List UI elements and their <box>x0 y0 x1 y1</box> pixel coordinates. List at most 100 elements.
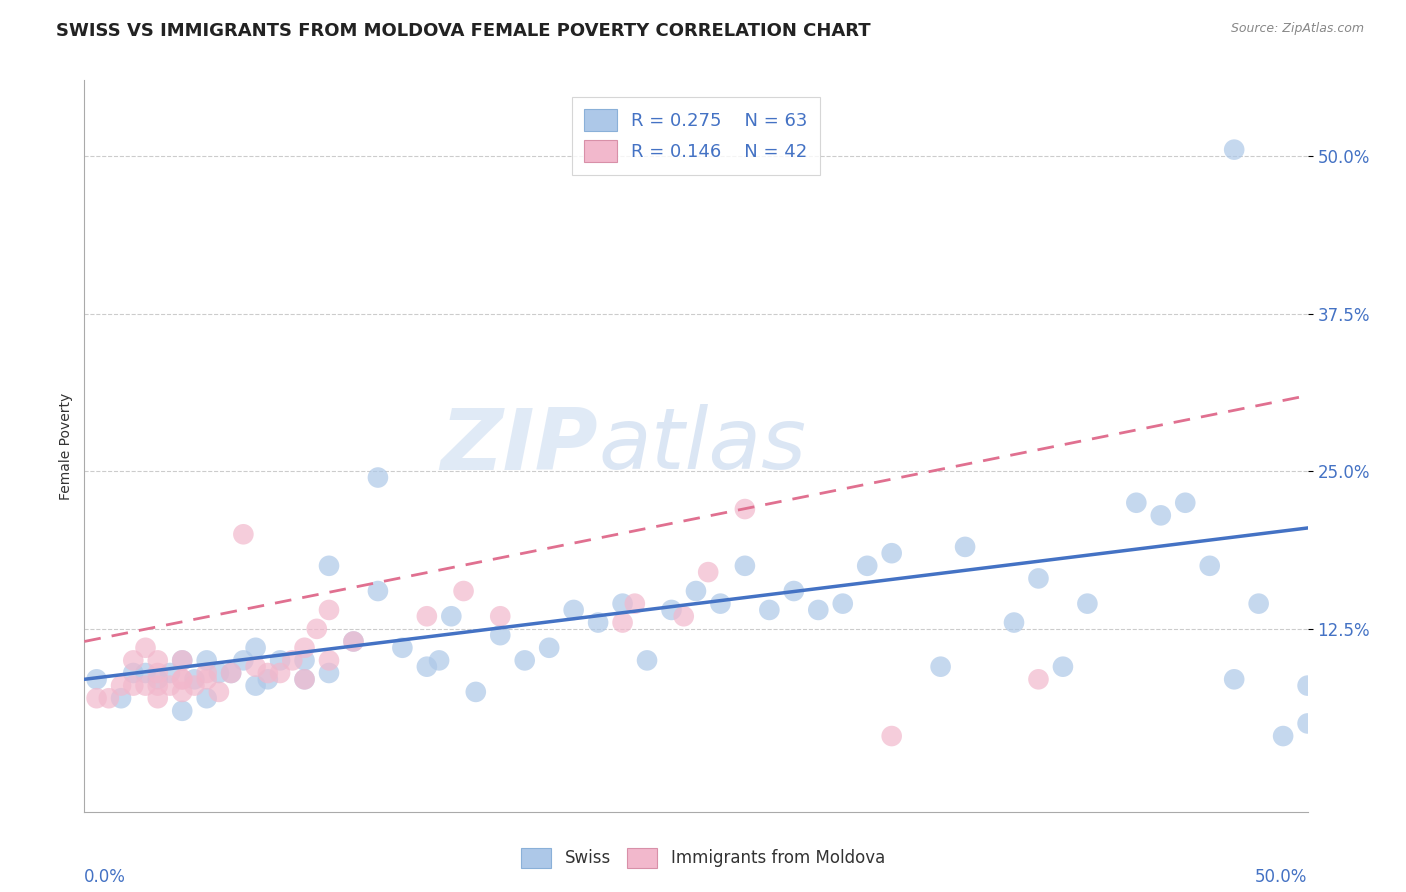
Point <box>672 609 695 624</box>
Point <box>1076 597 1098 611</box>
Point <box>122 679 145 693</box>
Point <box>86 673 108 687</box>
Point <box>1223 143 1246 157</box>
Point <box>427 653 450 667</box>
Point <box>269 653 291 667</box>
Point <box>110 679 132 693</box>
Point <box>219 665 242 680</box>
Point <box>146 679 169 693</box>
Point <box>929 659 952 673</box>
Text: SWISS VS IMMIGRANTS FROM MOLDOVA FEMALE POVERTY CORRELATION CHART: SWISS VS IMMIGRANTS FROM MOLDOVA FEMALE … <box>56 22 870 40</box>
Point <box>294 673 316 687</box>
Point <box>734 558 756 573</box>
Point <box>1223 673 1246 687</box>
Point <box>391 640 413 655</box>
Point <box>612 597 634 611</box>
Point <box>195 653 218 667</box>
Point <box>1052 659 1074 673</box>
Point <box>1028 571 1050 585</box>
Point <box>232 653 254 667</box>
Point <box>416 609 439 624</box>
Point <box>219 665 242 680</box>
Point <box>146 691 169 706</box>
Point <box>208 685 231 699</box>
Text: 50.0%: 50.0% <box>1256 869 1308 887</box>
Legend: R = 0.275    N = 63, R = 0.146    N = 42: R = 0.275 N = 63, R = 0.146 N = 42 <box>572 96 820 175</box>
Point <box>269 665 291 680</box>
Point <box>318 665 340 680</box>
Point <box>294 673 316 687</box>
Point <box>562 603 585 617</box>
Point <box>110 691 132 706</box>
Text: Source: ZipAtlas.com: Source: ZipAtlas.com <box>1230 22 1364 36</box>
Point <box>318 653 340 667</box>
Point <box>342 634 364 648</box>
Point <box>685 584 707 599</box>
Point <box>232 527 254 541</box>
Point <box>513 653 536 667</box>
Point <box>122 653 145 667</box>
Point <box>97 691 120 706</box>
Point <box>856 558 879 573</box>
Point <box>1002 615 1025 630</box>
Point <box>783 584 806 599</box>
Point <box>172 685 194 699</box>
Point <box>183 679 205 693</box>
Point <box>1296 716 1319 731</box>
Point <box>489 628 512 642</box>
Point <box>257 665 280 680</box>
Point <box>172 653 194 667</box>
Point <box>342 634 364 648</box>
Point <box>135 679 157 693</box>
Point <box>195 691 218 706</box>
Point <box>1125 496 1147 510</box>
Point <box>172 673 194 687</box>
Text: ZIP: ZIP <box>440 404 598 488</box>
Point <box>612 615 634 630</box>
Point <box>709 597 731 611</box>
Point <box>1272 729 1295 743</box>
Point <box>831 597 853 611</box>
Point <box>1198 558 1220 573</box>
Point <box>195 665 218 680</box>
Point <box>146 653 169 667</box>
Point <box>1247 597 1270 611</box>
Point <box>953 540 976 554</box>
Point <box>172 653 194 667</box>
Point <box>146 665 169 680</box>
Point <box>538 640 561 655</box>
Point <box>159 679 181 693</box>
Point <box>489 609 512 624</box>
Point <box>294 653 316 667</box>
Point <box>661 603 683 617</box>
Point <box>146 673 169 687</box>
Point <box>245 659 267 673</box>
Point <box>1296 679 1319 693</box>
Point <box>464 685 486 699</box>
Point <box>172 673 194 687</box>
Point <box>159 665 181 680</box>
Point <box>1150 508 1173 523</box>
Point <box>807 603 830 617</box>
Point <box>135 665 157 680</box>
Point <box>86 691 108 706</box>
Point <box>416 659 439 673</box>
Point <box>294 640 316 655</box>
Point <box>697 565 720 579</box>
Point <box>135 640 157 655</box>
Text: atlas: atlas <box>598 404 806 488</box>
Point <box>305 622 328 636</box>
Legend: Swiss, Immigrants from Moldova: Swiss, Immigrants from Moldova <box>515 841 891 875</box>
Point <box>880 729 903 743</box>
Point <box>636 653 658 667</box>
Point <box>122 665 145 680</box>
Point <box>208 665 231 680</box>
Point <box>367 584 389 599</box>
Point <box>172 704 194 718</box>
Point <box>281 653 304 667</box>
Point <box>367 470 389 484</box>
Y-axis label: Female Poverty: Female Poverty <box>59 392 73 500</box>
Point <box>183 673 205 687</box>
Text: 0.0%: 0.0% <box>84 869 127 887</box>
Point <box>245 679 267 693</box>
